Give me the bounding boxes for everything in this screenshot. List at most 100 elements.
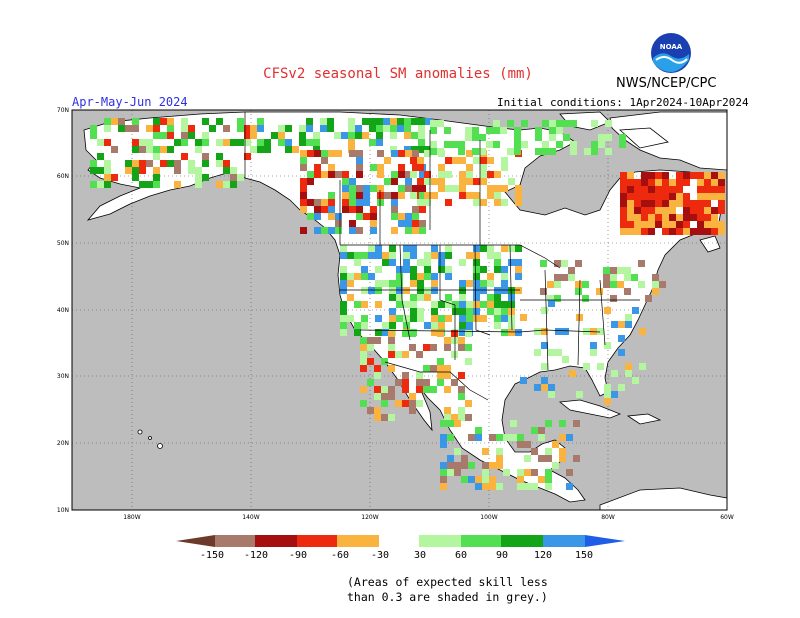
anomaly-cell	[417, 199, 424, 206]
anomaly-cell	[662, 172, 669, 179]
anomaly-cell	[438, 301, 445, 308]
anomaly-cell	[367, 358, 374, 365]
anomaly-cell	[445, 294, 452, 301]
anomaly-cell	[391, 206, 398, 213]
anomaly-cell	[634, 200, 641, 207]
anomaly-cell	[500, 127, 507, 134]
anomaly-cell	[321, 206, 328, 213]
anomaly-cell	[480, 178, 487, 185]
anomaly-cell	[410, 171, 417, 178]
anomaly-cell	[461, 462, 468, 469]
lat-label-70n: 70N	[57, 107, 69, 114]
anomaly-cell	[676, 193, 683, 200]
anomaly-cell	[376, 139, 383, 146]
anomaly-cell	[402, 386, 409, 393]
anomaly-cell	[655, 186, 662, 193]
anomaly-cell	[313, 139, 320, 146]
anomaly-cell	[582, 295, 589, 302]
anomaly-cell	[541, 307, 548, 314]
anomaly-cell	[321, 171, 328, 178]
anomaly-cell	[389, 315, 396, 322]
anomaly-cell	[569, 370, 576, 377]
anomaly-cell	[652, 281, 659, 288]
anomaly-cell	[328, 199, 335, 206]
initial-conditions: Initial conditions: 1Apr2024-10Apr2024	[497, 96, 749, 109]
anomaly-cell	[424, 294, 431, 301]
anomaly-cell	[559, 434, 566, 441]
anomaly-cell	[669, 214, 676, 221]
anomaly-cell	[216, 118, 223, 125]
anomaly-cell	[508, 329, 515, 336]
anomaly-cell	[374, 393, 381, 400]
anomaly-cell	[320, 118, 327, 125]
anomaly-cell	[472, 134, 479, 141]
anomaly-cell	[412, 185, 419, 192]
anomaly-cell	[405, 213, 412, 220]
anomaly-cell	[697, 214, 704, 221]
anomaly-cell	[374, 372, 381, 379]
anomaly-cell	[327, 125, 334, 132]
anomaly-cell	[370, 206, 377, 213]
anomaly-cell	[711, 221, 718, 228]
anomaly-cell	[454, 420, 461, 427]
anomaly-cell	[370, 227, 377, 234]
anomaly-cell	[639, 363, 646, 370]
anomaly-cell	[473, 192, 480, 199]
anomaly-cell	[704, 193, 711, 200]
anomaly-cell	[431, 315, 438, 322]
anomaly-cell	[360, 344, 367, 351]
anomaly-cell	[361, 315, 368, 322]
anomaly-cell	[494, 287, 501, 294]
anomaly-cell	[356, 157, 363, 164]
anomaly-cell	[508, 245, 515, 252]
anomaly-cell	[416, 351, 423, 358]
anomaly-cell	[354, 322, 361, 329]
anomaly-cell	[250, 132, 257, 139]
legend-bin-90	[501, 535, 543, 547]
footnote-line-1: (Areas of expected skill less	[347, 575, 548, 589]
anomaly-cell	[314, 206, 321, 213]
anomaly-cell	[237, 125, 244, 132]
anomaly-cell	[375, 329, 382, 336]
anomaly-cell	[403, 301, 410, 308]
anomaly-cell	[718, 186, 725, 193]
legend-bin-120	[543, 535, 585, 547]
anomaly-cell	[618, 349, 625, 356]
anomaly-cell	[549, 148, 556, 155]
anomaly-cell	[398, 192, 405, 199]
anomaly-cell	[390, 146, 397, 153]
anomaly-cell	[655, 193, 662, 200]
anomaly-cell	[396, 266, 403, 273]
anomaly-cell	[437, 365, 444, 372]
anomaly-cell	[690, 200, 697, 207]
anomaly-cell	[676, 172, 683, 179]
anomaly-cell	[648, 200, 655, 207]
anomaly-cell	[348, 118, 355, 125]
anomaly-cell	[494, 322, 501, 329]
anomaly-cell	[340, 322, 347, 329]
anomaly-cell	[620, 221, 627, 228]
anomaly-cell	[410, 266, 417, 273]
anomaly-cell	[507, 148, 514, 155]
anomaly-cell	[459, 294, 466, 301]
anomaly-cell	[237, 139, 244, 146]
anomaly-cell	[458, 344, 465, 351]
anomaly-cell	[440, 476, 447, 483]
anomaly-cell	[167, 160, 174, 167]
anomaly-cell	[554, 281, 561, 288]
anomaly-cell	[356, 192, 363, 199]
anomaly-cell	[641, 228, 648, 235]
anomaly-cell	[468, 434, 475, 441]
anomaly-cell	[237, 118, 244, 125]
anomaly-cell	[517, 441, 524, 448]
anomaly-cell	[430, 386, 437, 393]
anomaly-cell	[489, 483, 496, 490]
anomaly-cell	[416, 400, 423, 407]
anomaly-cell	[662, 186, 669, 193]
anomaly-cell	[466, 322, 473, 329]
anomaly-cell	[167, 125, 174, 132]
anomaly-cell	[370, 164, 377, 171]
anomaly-cell	[431, 245, 438, 252]
anomaly-cell	[391, 192, 398, 199]
anomaly-cell	[307, 213, 314, 220]
